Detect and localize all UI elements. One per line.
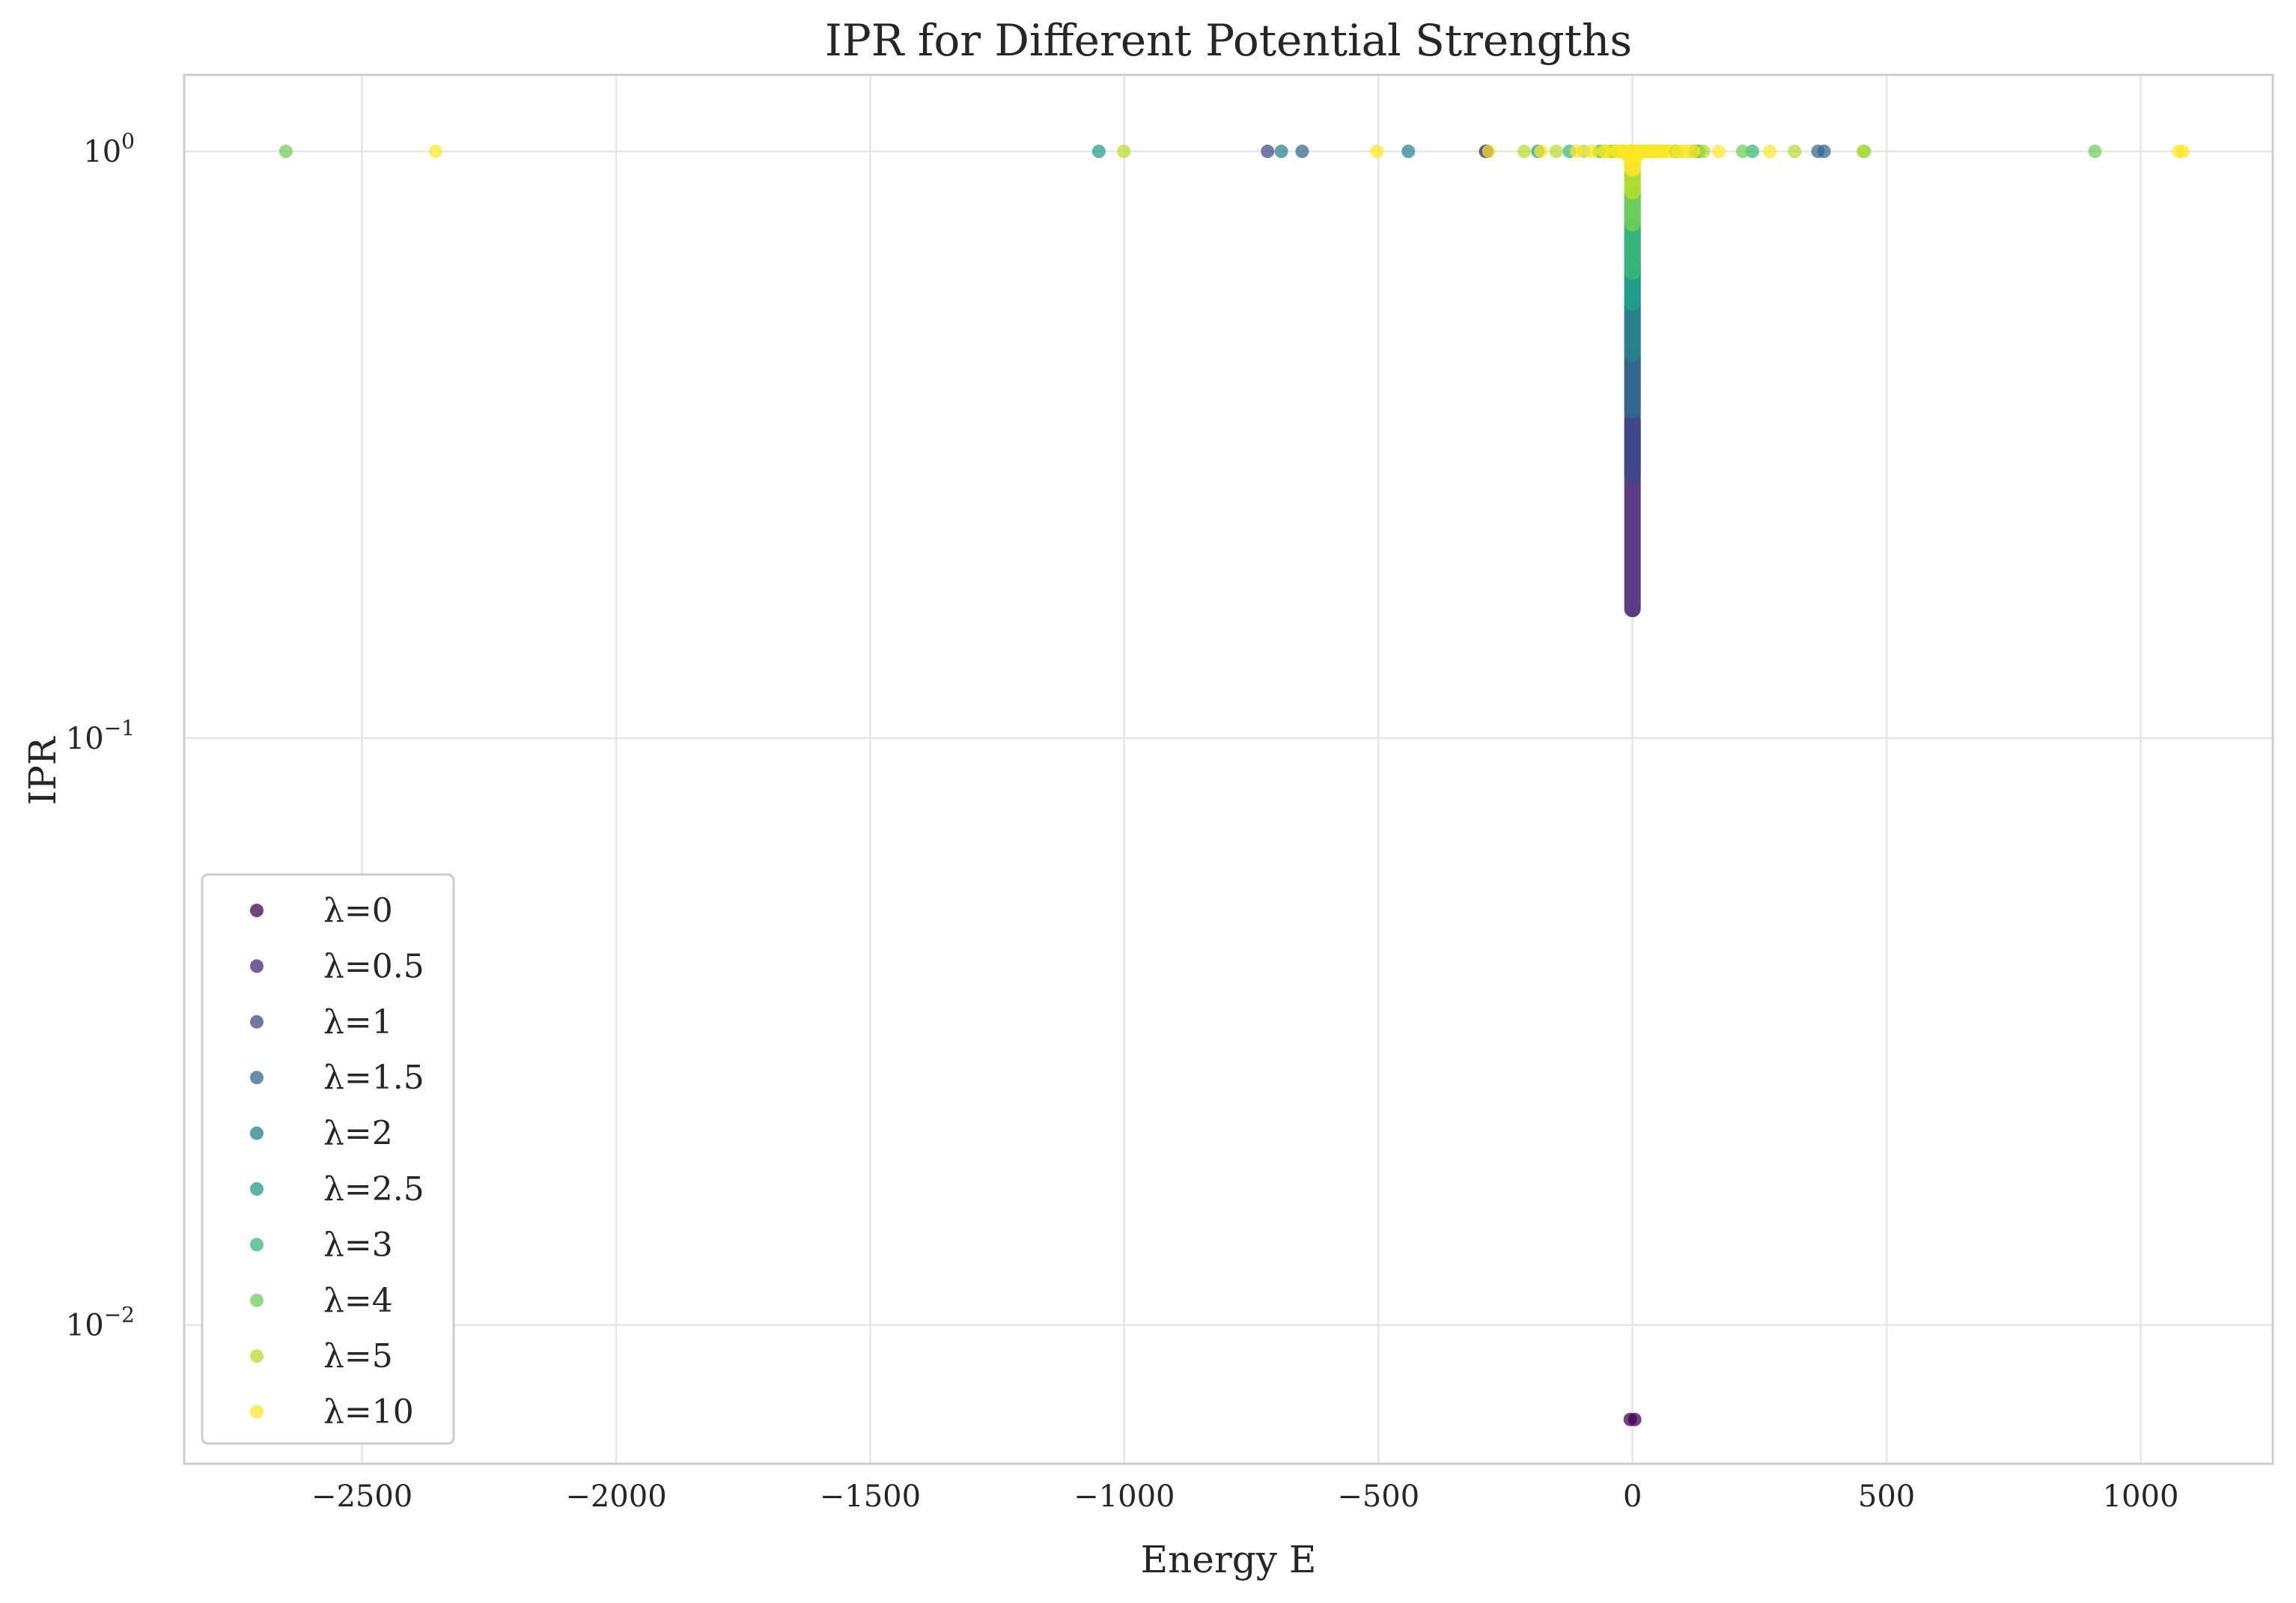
data-point <box>1482 145 1496 159</box>
x-axis-label: Energy E <box>1141 1538 1317 1581</box>
data-point <box>1295 145 1309 159</box>
data-point <box>1735 145 1750 159</box>
x-tick-label: −2500 <box>311 1479 412 1514</box>
x-tick-label: −500 <box>1337 1479 1419 1514</box>
legend-marker <box>250 1349 264 1363</box>
legend-label: λ=1 <box>323 1003 393 1041</box>
data-point <box>2088 145 2102 159</box>
legend-label: λ=1.5 <box>323 1059 424 1097</box>
data-point <box>1261 145 1275 159</box>
data-point <box>1274 145 1288 159</box>
data-point <box>1517 145 1532 159</box>
legend-label: λ=10 <box>323 1393 414 1432</box>
data-point <box>429 145 443 159</box>
data-point <box>1696 145 1711 159</box>
x-tick-label: 500 <box>1858 1479 1915 1514</box>
legend-label: λ=0 <box>323 892 393 930</box>
x-tick-label: 0 <box>1623 1479 1642 1514</box>
stem-point <box>1627 1412 1642 1426</box>
data-point <box>1745 145 1759 159</box>
data-point <box>1610 145 1624 159</box>
legend-marker <box>250 1071 264 1085</box>
data-point <box>1762 145 1776 159</box>
legend-label: λ=4 <box>323 1282 393 1320</box>
y-tick-label: 10−1 <box>66 716 135 756</box>
data-point <box>278 145 293 159</box>
data-point <box>1117 145 1131 159</box>
data-point <box>1570 145 1583 159</box>
legend-marker <box>250 904 264 917</box>
chart-title: IPR for Different Potential Strengths <box>825 15 1632 66</box>
y-axis-ticks: 100 10−1 10−2 <box>66 129 135 1342</box>
legend-marker <box>250 1405 264 1419</box>
data-point <box>1091 145 1106 159</box>
data-point <box>1370 145 1384 159</box>
y-axis-label: IPR <box>21 736 64 805</box>
data-point <box>1534 145 1548 159</box>
legend-marker <box>250 1238 264 1252</box>
data-point <box>1788 145 1802 159</box>
legend-frame <box>201 873 455 1445</box>
legend-marker <box>250 1015 264 1029</box>
data-point <box>1817 145 1831 159</box>
data-points <box>278 145 2190 1426</box>
data-point <box>1585 145 1599 159</box>
data-point <box>1856 145 1870 159</box>
data-point <box>2175 145 2190 159</box>
legend-label: λ=2.5 <box>323 1170 424 1208</box>
data-point <box>1549 145 1563 159</box>
x-tick-label: −1000 <box>1074 1479 1175 1514</box>
x-tick-label: 1000 <box>2103 1479 2179 1514</box>
y-tick-label: 10−2 <box>66 1303 135 1343</box>
data-point <box>1671 145 1685 159</box>
data-point <box>1598 145 1612 159</box>
legend-marker <box>250 959 264 973</box>
data-point <box>1712 145 1726 159</box>
x-tick-label: −2000 <box>565 1479 666 1514</box>
legend-label: λ=2 <box>323 1115 393 1153</box>
data-point <box>1656 145 1670 159</box>
plot-area <box>184 75 2273 1464</box>
legend-marker <box>250 1293 264 1307</box>
legend-marker <box>250 1182 264 1196</box>
legend: λ=0 λ=0.5 λ=1 λ=1.5 λ=2 λ=2.5 λ=3 λ=4 λ=5 λ=10 <box>201 873 455 1445</box>
legend-label: λ=5 <box>323 1337 393 1375</box>
data-point <box>1687 145 1701 159</box>
data-point <box>1643 145 1657 159</box>
cluster-point <box>1621 145 1643 167</box>
legend-label: λ=3 <box>323 1226 393 1264</box>
legend-label: λ=0.5 <box>323 947 424 985</box>
data-point <box>1401 145 1416 159</box>
plot-frame <box>183 73 2274 1465</box>
x-axis-ticks: −2500 −2000 −1500 −1000 −500 0 500 1000 <box>311 1479 2178 1514</box>
legend-marker <box>250 1126 264 1140</box>
y-tick-label: 100 <box>83 129 135 169</box>
x-tick-label: −1500 <box>820 1479 921 1514</box>
